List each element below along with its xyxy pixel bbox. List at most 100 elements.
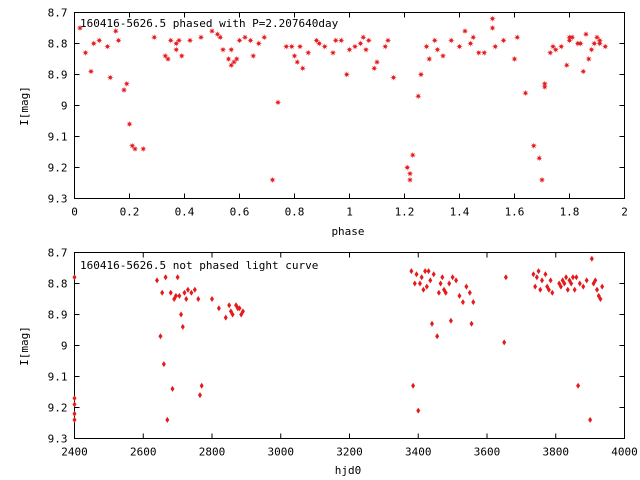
unphased-data-point xyxy=(440,274,445,281)
phased-data-point xyxy=(120,86,128,94)
phased-data-point xyxy=(219,46,227,53)
phased-data-point xyxy=(514,34,521,41)
phased-data-point xyxy=(338,37,345,44)
phased-data-point xyxy=(186,37,194,44)
unphased-data-point xyxy=(230,311,235,318)
phased-data-point xyxy=(384,37,392,44)
unphased-light-curve-panel: 2400 2600 2800 3000 3200 3400 3600 3800 4000 8.7… xyxy=(18,247,638,478)
unphased-data-point xyxy=(72,401,77,408)
phased-data-point xyxy=(112,27,119,35)
unphased-data-point xyxy=(173,292,178,299)
unphased-data-point xyxy=(180,323,185,330)
unphased-chart-title: 160416-5626.5 not phased light curve xyxy=(80,259,318,272)
unphased-data-point xyxy=(467,289,472,296)
unphased-data-point xyxy=(431,271,436,278)
phased-data-point xyxy=(423,43,430,50)
phased-x-tick-label: 1.6 xyxy=(505,206,525,219)
unphased-data-point xyxy=(175,274,180,281)
phased-x-tick-label: 0.2 xyxy=(120,206,140,219)
unphased-data-point xyxy=(240,308,245,315)
phased-data-point xyxy=(351,43,359,50)
unphased-data-point xyxy=(503,274,508,281)
phased-data-point xyxy=(332,37,339,44)
phased-x-tick-label: 0.8 xyxy=(285,206,305,219)
unphased-data-point xyxy=(454,277,459,284)
unphased-data-point xyxy=(546,286,551,293)
phased-data-point xyxy=(107,74,114,81)
unphased-data-point xyxy=(572,286,577,293)
phased-y-tick-label: 8.8 xyxy=(48,38,68,51)
unphased-y-tick-label: 8.7 xyxy=(48,247,68,260)
unphased-y-tick-label: 9.2 xyxy=(48,402,68,415)
unphased-data-point xyxy=(574,274,579,281)
phased-data-point xyxy=(76,24,84,32)
unphased-data-point xyxy=(419,274,424,281)
unphased-data-point xyxy=(581,283,586,290)
phased-data-point xyxy=(382,43,389,50)
phased-data-point xyxy=(208,27,216,35)
phased-data-point xyxy=(175,37,183,44)
phased-data-point xyxy=(294,58,301,66)
phased-data-point xyxy=(167,37,174,44)
phased-data-point xyxy=(541,80,548,87)
phased-data-point xyxy=(291,52,298,60)
phased-data-point xyxy=(470,34,477,41)
unphased-data-point xyxy=(414,271,419,278)
unphased-y-tick-label: 8.9 xyxy=(48,309,68,322)
unphased-data-point xyxy=(548,277,553,284)
phased-y-tick-labels: 8.7 8.8 8.9 9 9.1 9.2 9.3 xyxy=(48,7,625,206)
unphased-y-tick-label: 9.1 xyxy=(48,371,68,384)
unphased-data-point xyxy=(543,271,548,278)
unphased-data-point xyxy=(416,407,421,414)
phased-data-point xyxy=(406,170,414,177)
phased-data-point xyxy=(296,43,304,50)
unphased-y-tick-label: 9 xyxy=(61,340,68,353)
unphased-y-axis-label: I[mag] xyxy=(18,326,31,366)
unphased-data-point xyxy=(72,274,77,281)
phased-data-point xyxy=(288,43,295,50)
phased-x-tick-label: 0.4 xyxy=(175,206,195,219)
phased-data-point xyxy=(305,49,312,56)
phased-data-point xyxy=(406,176,414,184)
phased-data-point xyxy=(233,55,240,63)
unphased-data-point xyxy=(197,392,202,399)
phased-data-point xyxy=(456,43,463,50)
unphased-x-tick-label: 3000 xyxy=(268,446,295,459)
unphased-data-point xyxy=(570,274,575,281)
phased-data-point xyxy=(475,49,482,56)
unphased-data-point xyxy=(538,286,543,293)
unphased-x-axis-label: hjd0 xyxy=(335,464,362,477)
phased-data-point xyxy=(82,49,89,56)
unphased-data-point xyxy=(448,317,453,324)
unphased-data-point xyxy=(438,280,443,287)
unphased-data-point xyxy=(165,416,170,423)
phased-data-point xyxy=(225,55,232,63)
phased-data-point xyxy=(373,58,381,66)
unphased-data-point xyxy=(558,283,563,290)
phased-data-point xyxy=(90,40,97,47)
phased-data-point xyxy=(362,46,370,53)
unphased-data-points xyxy=(72,255,605,423)
phased-data-point xyxy=(151,34,158,41)
unphased-data-point xyxy=(430,320,434,327)
unphased-data-point xyxy=(182,289,187,296)
phased-data-point xyxy=(357,40,364,47)
unphased-data-point xyxy=(426,268,431,275)
phased-data-point xyxy=(522,89,529,97)
unphased-data-point xyxy=(210,296,214,302)
unphased-x-tick-label: 4000 xyxy=(611,446,638,459)
unphased-data-point xyxy=(163,274,168,281)
phased-data-point xyxy=(489,15,496,22)
phased-x-tick-label: 1.4 xyxy=(450,206,470,219)
phased-data-point xyxy=(178,52,185,60)
unphased-data-point xyxy=(417,280,422,287)
unphased-x-tick-label: 3800 xyxy=(543,446,570,459)
phased-data-point xyxy=(511,55,518,63)
phased-data-point xyxy=(390,74,397,81)
phased-data-point xyxy=(538,176,546,184)
unphased-data-point xyxy=(584,277,589,284)
phased-data-point xyxy=(489,24,496,32)
unphased-data-point xyxy=(409,268,414,275)
phased-data-point xyxy=(577,40,584,47)
